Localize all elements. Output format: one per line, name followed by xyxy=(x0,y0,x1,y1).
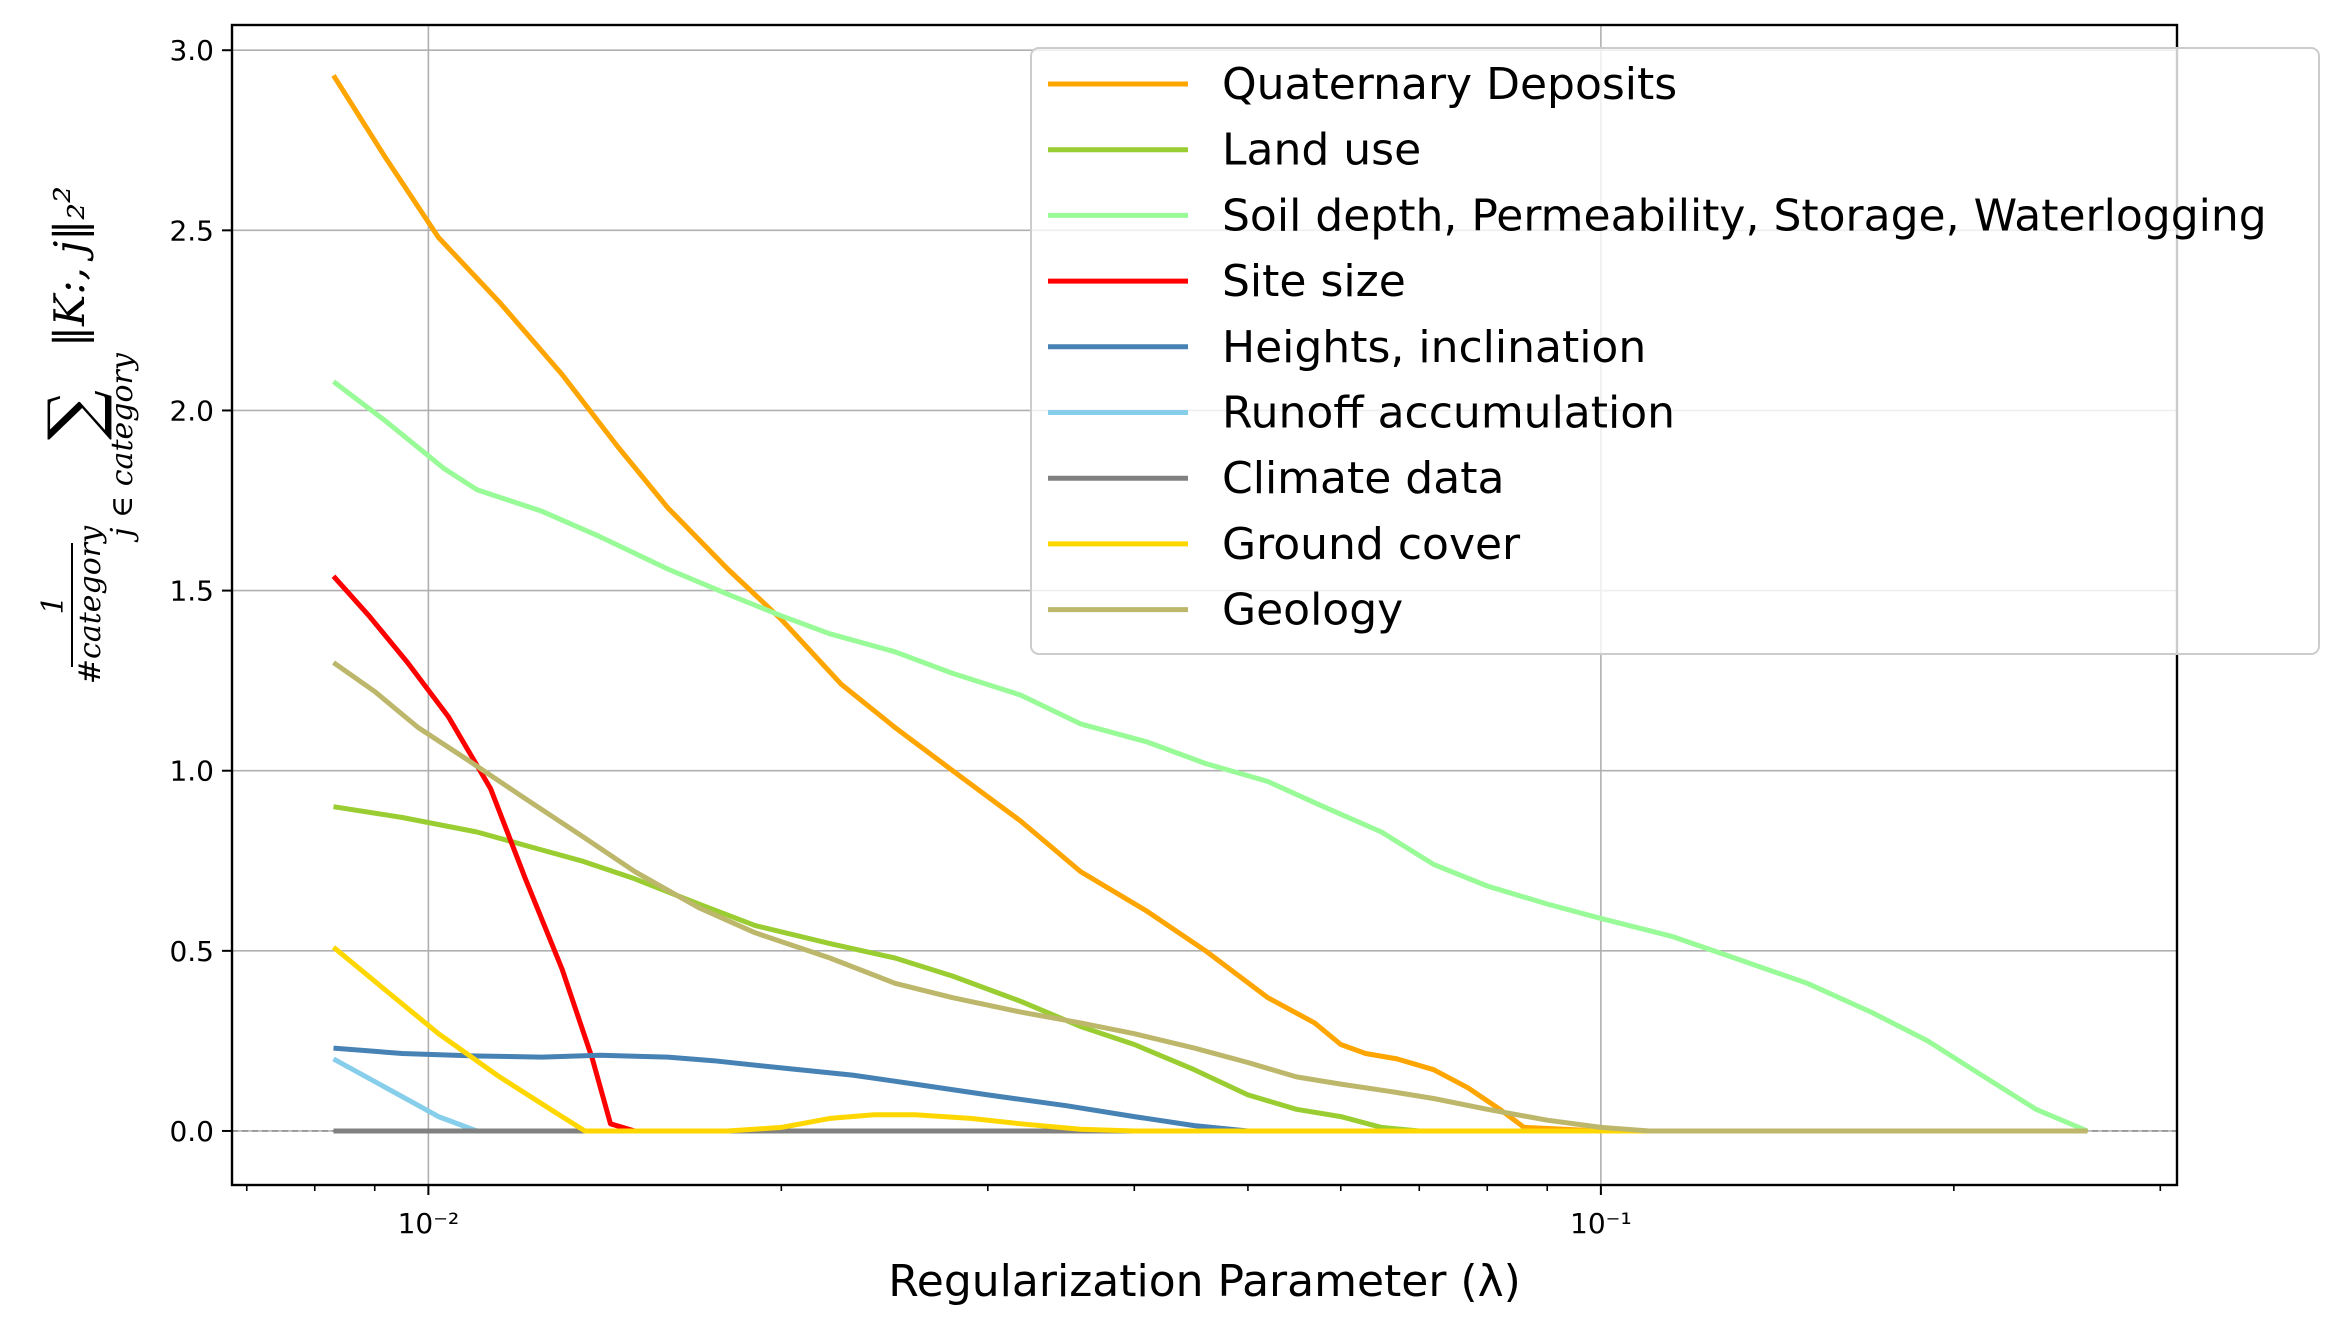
series-line-soil-depth-permeability-storage-waterlogging xyxy=(331,379,2089,1134)
series-line-heights-inclination xyxy=(333,1045,2088,1134)
series-line-ground-cover xyxy=(331,945,2088,1134)
legend-label: Climate data xyxy=(1222,453,1504,504)
y-axis-label: 1 #category ∑ j ∈ category ‖K:, j‖₂² xyxy=(33,186,140,684)
y-tick-label: 2.5 xyxy=(169,214,214,247)
y-tick-label: 1.0 xyxy=(169,755,214,788)
legend-label: Land use xyxy=(1222,125,1421,176)
series-line-quaternary-deposits xyxy=(331,74,2088,1134)
y-label-sum-subscript: j ∈ category xyxy=(105,352,140,543)
x-axis-label: Regularization Parameter (λ) xyxy=(888,1256,1521,1307)
x-tick-label: 10⁻² xyxy=(398,1207,460,1240)
y-tick-label: 0.0 xyxy=(169,1115,214,1148)
y-tick-label: 2.0 xyxy=(169,394,214,427)
series-line-land-use xyxy=(333,804,2088,1134)
legend-label: Ground cover xyxy=(1222,519,1521,570)
legend-label: Soil depth, Permeability, Storage, Water… xyxy=(1222,190,2267,241)
ticks: 0.0 0.5 1.0 1.5 2.0 2.5 3.0 10⁻² 10⁻¹ xyxy=(169,34,2162,1240)
legend: Quaternary Deposits Land use Soil depth, P… xyxy=(1030,47,2320,655)
y-label-fraction-denominator: #category xyxy=(73,525,108,684)
y-label-fraction-numerator: 1 xyxy=(36,595,71,614)
legend-label: Runoff accumulation xyxy=(1222,388,1675,439)
legend-box xyxy=(1030,47,2320,655)
y-label-sum-symbol: ∑ xyxy=(33,390,115,440)
legend-entries: Quaternary Deposits Land use Soil depth, P… xyxy=(1048,59,2267,636)
legend-label: Site size xyxy=(1222,256,1406,307)
legend-label: Heights, inclination xyxy=(1222,322,1646,373)
legend-label: Geology xyxy=(1222,585,1403,636)
x-tick-label: 10⁻¹ xyxy=(1570,1207,1632,1240)
legend-label: Quaternary Deposits xyxy=(1222,59,1677,110)
y-tick-label: 1.5 xyxy=(169,575,214,608)
y-tick-label: 3.0 xyxy=(169,34,214,67)
series-lines xyxy=(331,74,2089,1134)
series-line-site-size xyxy=(331,574,2088,1134)
series-line-geology xyxy=(332,660,2088,1134)
y-tick-label: 0.5 xyxy=(169,935,214,968)
y-label-summand: ‖K:, j‖₂² xyxy=(45,186,94,347)
